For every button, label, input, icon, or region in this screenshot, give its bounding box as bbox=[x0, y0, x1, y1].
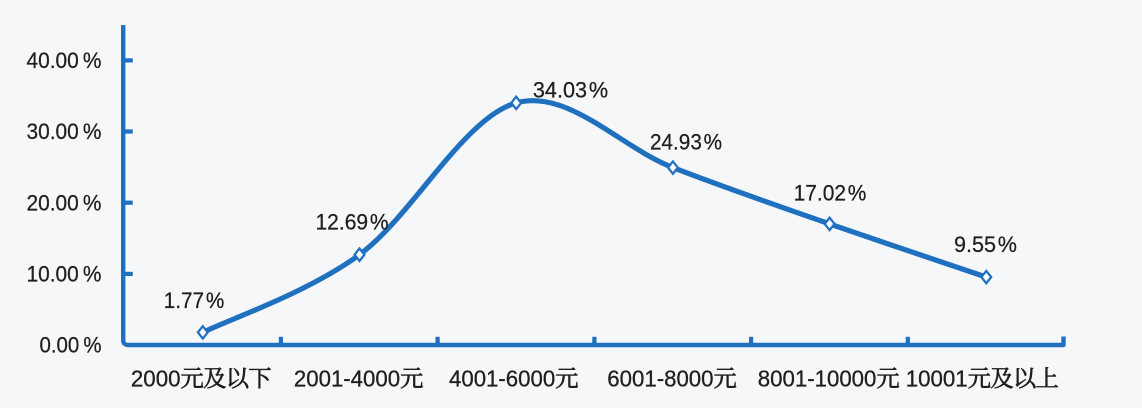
svg-text:34.03 %: 34.03 % bbox=[533, 77, 608, 102]
svg-text:17.02 %: 17.02 % bbox=[794, 180, 867, 205]
svg-text:2001-4000: 2001-4000 bbox=[294, 366, 400, 392]
svg-text:8001-10000: 8001-10000 bbox=[758, 366, 877, 392]
svg-text:2000: 2000 bbox=[131, 366, 181, 392]
svg-text:1.77 %: 1.77 % bbox=[164, 288, 225, 313]
svg-text:6001-8000: 6001-8000 bbox=[607, 366, 713, 392]
svg-text:9.55 %: 9.55 % bbox=[954, 232, 1017, 257]
svg-text:40.00 %: 40.00 % bbox=[27, 48, 102, 73]
svg-text:10001: 10001 bbox=[906, 366, 968, 392]
svg-text:12.69 %: 12.69 % bbox=[316, 210, 389, 235]
svg-text:30.00 %: 30.00 % bbox=[27, 119, 102, 144]
svg-text:0.00 %: 0.00 % bbox=[40, 333, 102, 358]
svg-text:4001-6000: 4001-6000 bbox=[449, 366, 555, 392]
svg-text:20.00 %: 20.00 % bbox=[27, 190, 102, 215]
svg-text:10.00 %: 10.00 % bbox=[27, 262, 102, 287]
svg-text:24.93 %: 24.93 % bbox=[650, 129, 722, 154]
